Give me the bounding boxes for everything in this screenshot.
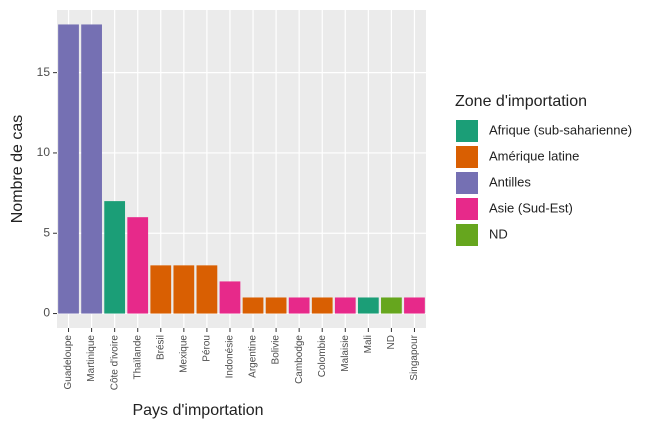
x-tick-label: ND [386,335,397,349]
x-tick-label: Côte d'ivoire [109,335,120,391]
legend-label: Amérique latine [489,148,579,163]
y-axis-title: Nombre de cas [9,115,26,224]
legend-title: Zone d'importation [455,93,587,110]
y-tick-label: 0 [43,306,50,320]
bar [311,297,333,314]
x-tick-label: Pérou [202,335,213,362]
legend-label: Antilles [489,174,531,189]
x-tick-label: Martinique [86,335,97,382]
x-tick-label: Cambodge [294,335,305,384]
x-tick-label: Singapour [409,334,420,380]
x-axis-title: Pays d'importation [132,402,263,419]
x-tick-label: Argentine [248,335,259,378]
y-tick-label: 10 [37,145,51,159]
x-tick-label: Thaïlande [132,335,143,380]
bar [381,297,402,314]
bar [58,24,79,314]
bar [219,281,241,314]
x-tick-label: Bolivie [271,335,282,365]
x-tick-label: Mali [363,335,374,353]
legend-label: Afrique (sub-saharienne) [489,122,632,137]
bar [196,265,218,314]
legend-key [456,198,478,220]
legend-label: Asie (Sud-Est) [489,200,573,215]
bar [127,217,149,314]
bar [334,297,356,314]
bar [288,297,310,314]
bar [173,265,195,314]
x-tick-label: Indonésie [225,335,236,379]
bar [242,297,264,314]
y-tick-label: 15 [37,65,51,79]
legend-key [456,224,478,246]
bar [150,265,172,314]
x-tick-label: Mexique [178,335,189,373]
legend-key [456,120,478,142]
bar [265,297,287,314]
x-tick-label: Brésil [155,335,166,360]
legend-label: ND [489,226,508,241]
x-tick-label: Malaisie [340,335,351,372]
legend-key [456,146,478,168]
x-tick-label: Colombie [317,335,328,378]
bar [104,201,126,314]
bar [357,297,379,314]
y-tick-label: 5 [43,225,50,239]
x-tick-label: Guadeloupe [63,335,74,390]
bar [81,24,102,314]
bar [404,297,425,314]
legend-key [456,172,478,194]
